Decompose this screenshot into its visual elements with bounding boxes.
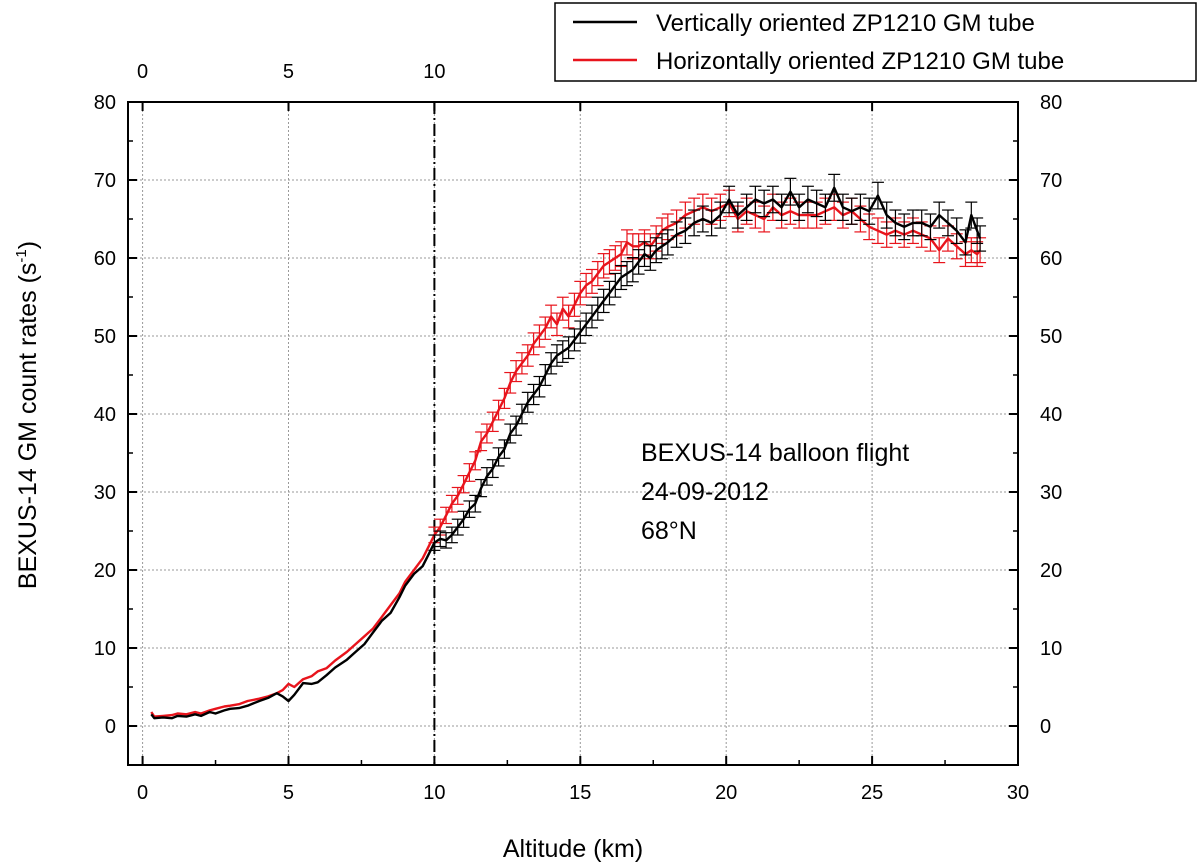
annotation-line-2: 24-09-2012 (641, 478, 769, 506)
y-axis-label: BEXUS-14 GM count rates (s-1) (13, 241, 42, 589)
grid-lines (128, 102, 1018, 765)
x-tick-label-top: 5 (283, 61, 294, 83)
x-tick-label-bottom: 25 (861, 782, 883, 804)
x-tick-label-top: 10 (423, 61, 445, 83)
legend-label-horizontal: Horizontally oriented ZP1210 GM tube (656, 48, 1064, 75)
series-line (150, 202, 982, 718)
legend-label-vertical: Vertically oriented ZP1210 GM tube (656, 10, 1035, 37)
y-tick-label-left: 70 (94, 170, 116, 192)
x-tick-label-bottom: 20 (715, 782, 737, 804)
y-tick-label-left: 50 (94, 326, 116, 348)
legend-box (554, 2, 1197, 82)
data-series (150, 173, 987, 720)
y-tick-label-left: 40 (94, 404, 116, 426)
annotation-line-1: BEXUS-14 balloon flight (641, 439, 909, 467)
plot-frame (127, 101, 1019, 766)
axis-ticks: 0 5 10 15 20 25 30 0 5 10 0 0 10 10 20 20 30 30 40 40 50 50 60… (94, 61, 1063, 804)
annotation-block: BEXUS-14 balloon flight 24-09-2012 68°N (641, 439, 909, 545)
y-tick-label-right: 10 (1040, 638, 1062, 660)
y-tick-label-right: 30 (1040, 482, 1062, 504)
annotation-line-3: 68°N (641, 517, 697, 545)
series-vertical (150, 173, 987, 720)
y-tick-label-right: 80 (1040, 92, 1062, 114)
y-tick-label-left: 20 (94, 560, 116, 582)
y-tick-label-right: 0 (1040, 716, 1051, 738)
y-tick-label-left: 80 (94, 92, 116, 114)
x-axis-label: Altitude (km) (503, 835, 643, 863)
y-tick-label-right: 60 (1040, 248, 1062, 270)
x-tick-label-bottom: 15 (569, 782, 591, 804)
x-tick-label-bottom: 0 (137, 782, 148, 804)
y-tick-label-right: 70 (1040, 170, 1062, 192)
y-tick-label-left: 0 (105, 716, 116, 738)
plot-border (127, 101, 1019, 766)
x-tick-label-bottom: 5 (283, 782, 294, 804)
y-tick-label-right: 40 (1040, 404, 1062, 426)
y-tick-label-left: 10 (94, 638, 116, 660)
y-tick-label-left: 30 (94, 482, 116, 504)
x-tick-label-bottom: 30 (1007, 782, 1029, 804)
y-tick-label-right: 50 (1040, 326, 1062, 348)
y-tick-label-right: 20 (1040, 560, 1062, 582)
x-tick-label-top: 0 (137, 61, 148, 83)
legend: Vertically oriented ZP1210 GM tube Horiz… (554, 2, 1197, 82)
x-tick-label-bottom: 10 (423, 782, 445, 804)
series-line (150, 186, 982, 720)
y-tick-label-left: 60 (94, 248, 116, 270)
